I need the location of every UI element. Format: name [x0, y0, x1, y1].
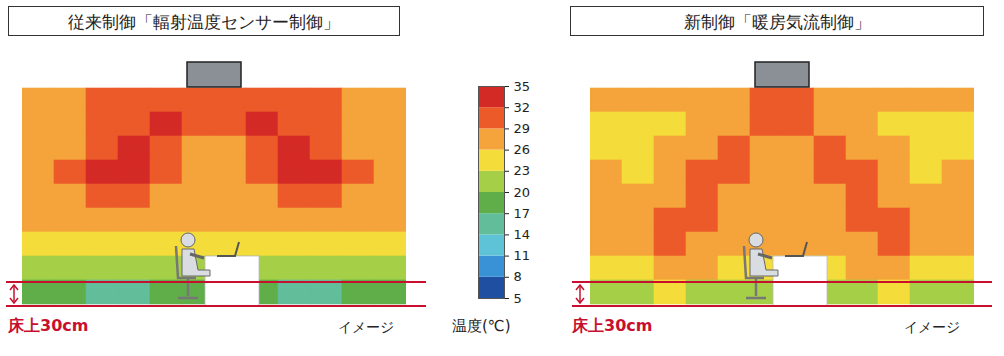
svg-text:8: 8	[514, 269, 522, 284]
svg-text:26: 26	[514, 142, 531, 157]
html-text:床上30cm: 床上30cm	[8, 316, 89, 335]
svg-text:29: 29	[514, 121, 531, 136]
html-text:床上30cm: 床上30cm	[572, 316, 653, 335]
svg-text:17: 17	[514, 206, 531, 221]
html-text:イメージ: イメージ	[904, 319, 960, 335]
svg-text:20: 20	[514, 185, 531, 200]
svg-text:14: 14	[514, 227, 531, 242]
svg-text:23: 23	[514, 163, 531, 178]
svg-text:32: 32	[514, 100, 531, 115]
svg-text:35: 35	[514, 79, 531, 94]
html-text:新制御「暖房気流制御」: 新制御「暖房気流制御」	[683, 12, 871, 32]
svg-text:11: 11	[514, 248, 531, 263]
html-text:温度(℃): 温度(℃)	[452, 317, 511, 335]
svg-text:5: 5	[514, 291, 522, 306]
html-text:イメージ: イメージ	[338, 319, 394, 335]
html-text:従来制御「輻射温度センサー制御」: 従来制御「輻射温度センサー制御」	[68, 12, 340, 32]
